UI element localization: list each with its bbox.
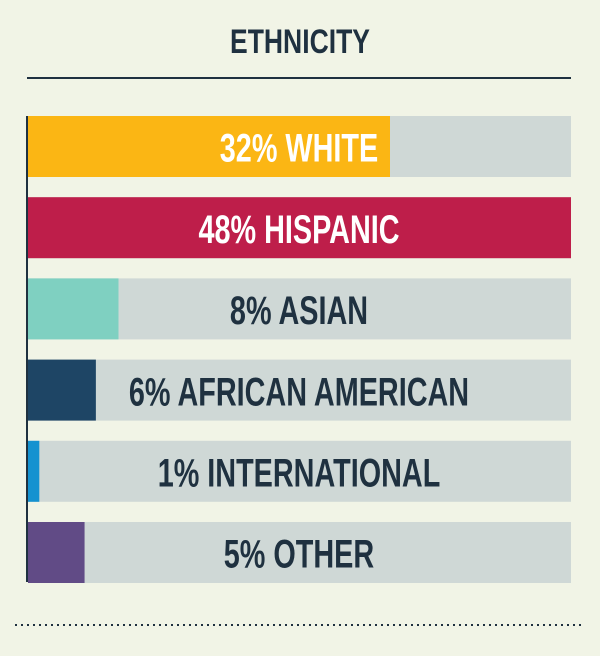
bar (28, 522, 85, 583)
bar (28, 359, 96, 421)
bar (28, 440, 40, 502)
bar-track (28, 522, 571, 583)
bar-label: 6% AFRICAN AMERICAN (129, 370, 469, 415)
bar (28, 197, 571, 259)
bar (28, 116, 390, 177)
chart-title: ETHNICITY (230, 23, 370, 61)
bar (28, 278, 119, 340)
bar-label: 32% WHITE (220, 126, 378, 171)
bar-label: 5% OTHER (224, 532, 374, 577)
bar-track (28, 359, 571, 421)
bar-track (28, 440, 571, 502)
bar-label: 8% ASIAN (230, 289, 368, 334)
bars: 32% WHITE 48% HISPANIC 8% ASIAN 6% AFRICAN … (28, 116, 571, 583)
bar-label: 1% INTERNATIONAL (158, 451, 441, 496)
bar-label: 48% HISPANIC (198, 207, 399, 252)
